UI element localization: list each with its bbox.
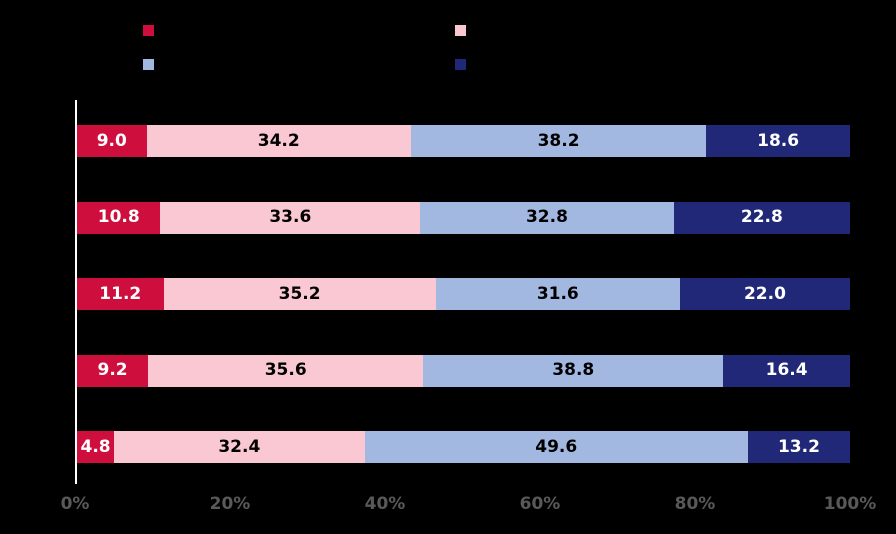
legend-swatch-navy-icon [455,59,466,70]
bar-value-label: 18.6 [757,130,800,151]
bar-value-label: 10.8 [97,207,140,227]
bar-value-label: 38.2 [537,130,580,151]
bar-value-label: 35.6 [264,360,307,380]
bar-value-label: 16.4 [765,360,808,380]
bar-value-label: 34.2 [257,130,300,151]
bar-segment-series-2: 35.2 [163,278,436,310]
legend-item-3 [143,59,161,70]
legend-swatch-lightblue-icon [143,59,154,70]
bar-segment-series-1: 11.2 [77,278,164,310]
x-tick-label: 0% [60,494,90,514]
bar-value-label: 22.8 [740,207,783,227]
bar-segment-series-4: 22.8 [673,201,850,234]
x-tick-label: 80% [674,494,716,514]
bar-value-label: 9.0 [96,130,127,151]
bar-segment-series-4: 18.6 [706,125,850,157]
bar-segment-series-1: 4.8 [77,431,115,463]
bar-segment-series-1: 9.2 [77,354,149,387]
bar-segment-series-2: 32.4 [114,431,365,463]
bar-segment-series-3: 38.2 [410,125,707,157]
bar-value-label: 32.8 [525,207,568,227]
legend-swatch-pink-icon [455,25,466,36]
bar-value-label: 11.2 [99,283,142,304]
legend-item-1 [143,25,161,36]
bar-segment-series-4: 16.4 [723,354,850,387]
bar-value-label: 32.4 [218,436,261,457]
bar-value-label: 13.2 [777,436,820,457]
bar-value-label: 9.2 [97,360,128,380]
bar-value-label: 31.6 [536,283,579,304]
x-tick-label: 20% [209,494,251,514]
bar-segment-series-2: 33.6 [160,201,421,234]
bar-value-label: 49.6 [535,436,578,457]
legend-item-2 [455,25,473,36]
bars-layer: 9.0 34.2 38.2 18.6 10.8 33.6 32.8 22.8 11.2 35.2 3… [77,100,850,484]
bar-segment-series-1: 9.0 [77,125,147,157]
bar-row: 4.8 32.4 49.6 13.2 [77,431,850,463]
legend-swatch-crimson-icon [143,25,154,36]
x-tick-label: 100% [823,494,877,514]
bar-row: 10.8 33.6 32.8 22.8 [77,201,850,234]
bar-value-label: 38.8 [552,360,595,380]
bar-segment-series-3: 31.6 [435,278,680,310]
bar-segment-series-3: 49.6 [364,431,748,463]
bar-segment-series-2: 34.2 [146,125,411,157]
bar-value-label: 22.0 [743,283,786,304]
bar-row: 9.0 34.2 38.2 18.6 [77,125,850,157]
legend-item-4 [455,59,473,70]
bar-row: 9.2 35.6 38.8 16.4 [77,354,850,387]
bar-segment-series-1: 10.8 [77,201,161,234]
y-axis-line [75,100,77,484]
bar-segment-series-4: 22.0 [679,278,850,310]
bar-value-label: 33.6 [269,207,312,227]
bar-segment-series-3: 32.8 [420,201,674,234]
x-tick-label: 60% [519,494,561,514]
x-tick-label: 40% [364,494,406,514]
bar-value-label: 35.2 [278,283,321,304]
bar-segment-series-2: 35.6 [148,354,424,387]
bar-segment-series-3: 38.8 [423,354,724,387]
bar-value-label: 4.8 [80,436,111,457]
bar-segment-series-4: 13.2 [747,431,850,463]
bar-row: 11.2 35.2 31.6 22.0 [77,278,850,310]
